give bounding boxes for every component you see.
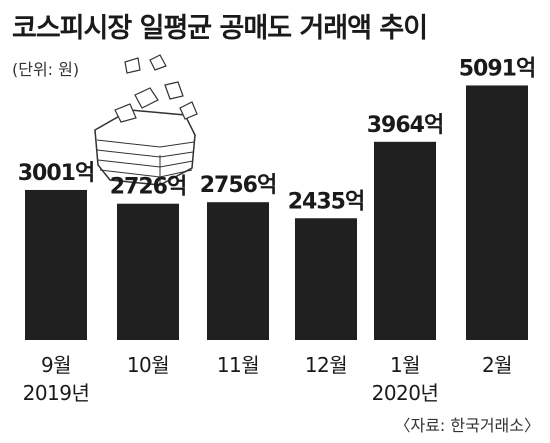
x-tick-label: 2월 bbox=[482, 353, 512, 377]
bar-11월 bbox=[207, 202, 269, 340]
year-label: 2019년 bbox=[23, 381, 90, 405]
bar-2월 bbox=[466, 85, 528, 340]
source-note: 〈자료: 한국거래소〉 bbox=[394, 416, 540, 435]
bar-12월 bbox=[295, 218, 357, 340]
value-label: 2756억 bbox=[200, 173, 276, 198]
value-label: 2726억 bbox=[110, 175, 186, 200]
chart-title: 코스피시장 일평균 공매도 거래액 추이 bbox=[12, 13, 428, 44]
x-tick-label: 10월 bbox=[127, 353, 169, 377]
value-label: 3964억 bbox=[367, 113, 443, 138]
value-label: 5091억 bbox=[459, 56, 535, 81]
bar-9월 bbox=[25, 189, 87, 340]
bar-1월 bbox=[374, 141, 436, 340]
bar-10월 bbox=[117, 203, 179, 340]
value-label: 3001억 bbox=[18, 161, 94, 186]
paper-basket-illustration bbox=[94, 54, 198, 186]
unit-label: (단위: 원) bbox=[12, 60, 80, 79]
x-tick-label: 1월 bbox=[390, 353, 420, 377]
x-tick-label: 12월 bbox=[305, 353, 347, 377]
x-tick-label: 11월 bbox=[217, 353, 259, 377]
year-label: 2020년 bbox=[372, 381, 439, 405]
value-label: 2435억 bbox=[288, 189, 364, 214]
x-tick-label: 9월 bbox=[41, 353, 71, 377]
